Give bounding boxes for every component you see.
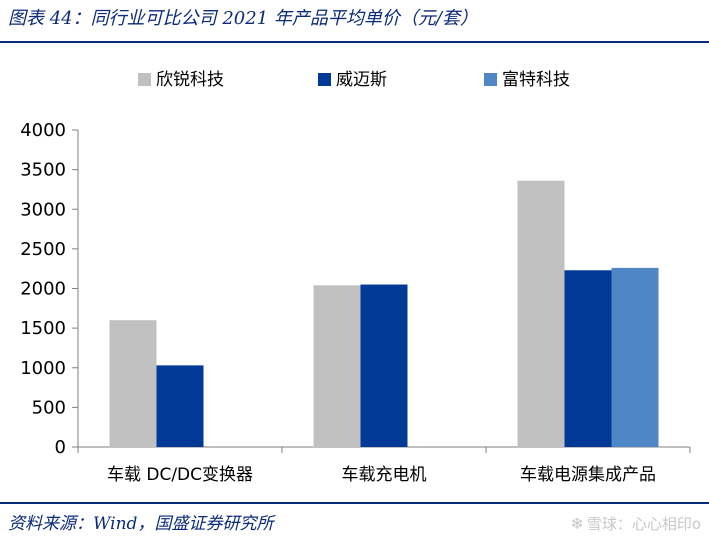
category-label: 车载 DC/DC变换器 — [107, 465, 253, 485]
bar — [109, 320, 157, 447]
snowball-icon: ❄ — [570, 514, 584, 533]
watermark-text: 雪球：心心相印o — [586, 515, 701, 533]
legend-swatch — [318, 73, 331, 86]
y-tick-label: 2000 — [20, 279, 66, 300]
title-rule — [0, 41, 709, 43]
bar — [156, 365, 204, 447]
y-tick-label: 3000 — [20, 199, 66, 220]
category-label: 车载充电机 — [342, 465, 427, 485]
bar — [313, 285, 361, 447]
legend-label: 富特科技 — [502, 70, 570, 90]
legend-swatch — [138, 73, 151, 86]
y-tick-label: 500 — [32, 397, 66, 418]
x-axis: 车载 DC/DC变换器 车载充电机 车载电源集成产品 — [77, 446, 691, 485]
category-label: 车载电源集成产品 — [520, 465, 656, 485]
y-tick-label: 3500 — [20, 160, 66, 181]
source-rule — [0, 502, 709, 504]
y-tick-label: 0 — [55, 437, 66, 458]
legend-swatch — [484, 73, 497, 86]
bar — [360, 284, 408, 447]
y-tick-label: 1000 — [20, 358, 66, 379]
bar — [564, 270, 612, 447]
bar-chart: 欣锐科技 威迈斯 富特科技 0 500 1000 1500 2000 2500 3000 3500… — [20, 70, 691, 485]
y-tick-label: 4000 — [20, 120, 66, 141]
bars — [109, 180, 659, 447]
legend-label: 欣锐科技 — [156, 70, 224, 90]
legend: 欣锐科技 威迈斯 富特科技 — [138, 70, 570, 90]
figure-title: 图表 44：同行业可比公司 2021 年产品平均单价（元/套） — [8, 8, 478, 29]
legend-label: 威迈斯 — [336, 70, 387, 90]
source-note: 资料来源：Wind，国盛证券研究所 — [8, 514, 274, 534]
y-tick-label: 1500 — [20, 318, 66, 339]
y-axis: 0 500 1000 1500 2000 2500 3000 3500 4000 — [20, 120, 79, 458]
bar — [611, 267, 659, 447]
y-tick-label: 2500 — [20, 239, 66, 260]
bar — [517, 180, 565, 447]
watermark: ❄ 雪球：心心相印o — [570, 512, 701, 536]
